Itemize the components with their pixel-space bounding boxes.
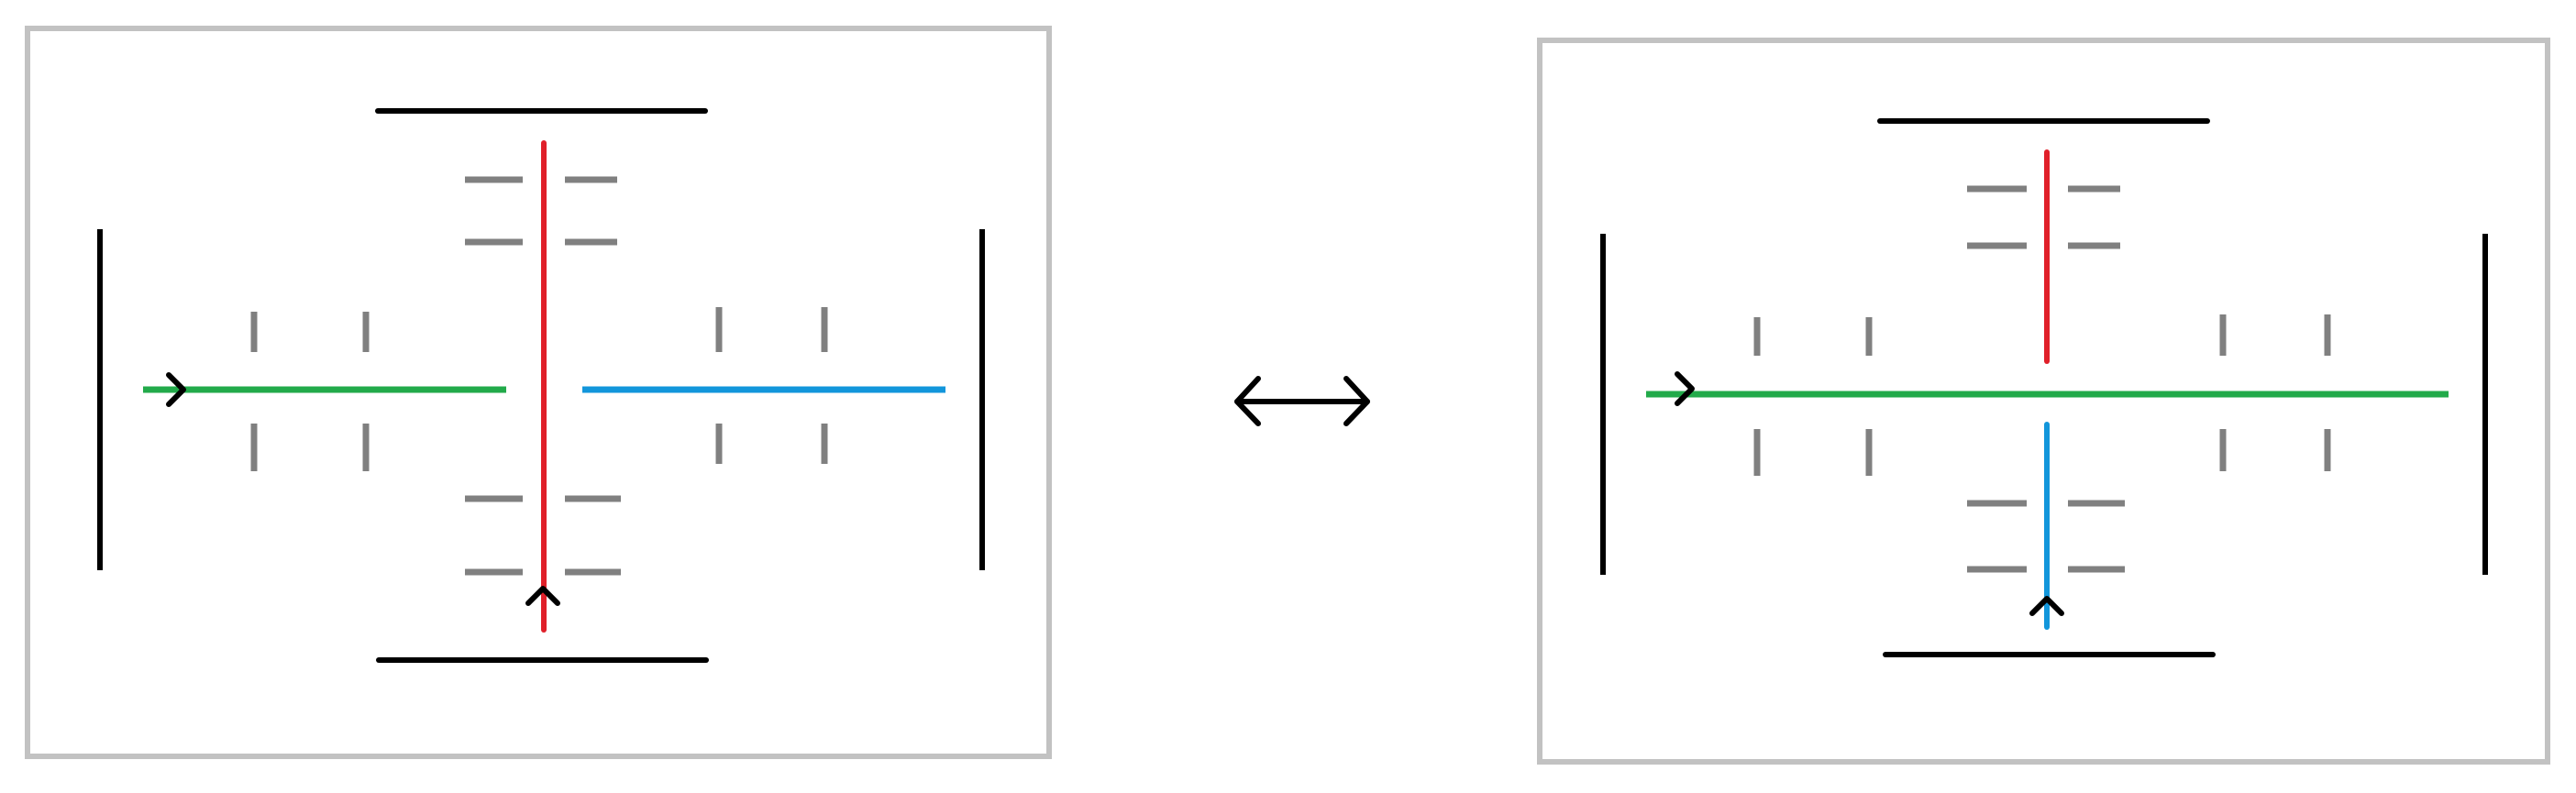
lane-markings	[250, 176, 828, 576]
right-panel	[1537, 38, 2550, 765]
right-panel-frame	[1537, 38, 2550, 765]
boundaries	[97, 108, 985, 663]
boundaries	[1600, 118, 2488, 657]
chevron-right-icon	[166, 372, 186, 407]
lane-markings	[1753, 185, 2331, 573]
bidirectional-arrow-icon	[1234, 376, 1370, 426]
left-panel-frame	[25, 26, 1052, 759]
chevron-up-icon	[2029, 596, 2064, 616]
left-panel	[25, 26, 1052, 759]
chevron-right-icon	[1675, 371, 1695, 406]
chevron-up-icon	[525, 586, 560, 606]
